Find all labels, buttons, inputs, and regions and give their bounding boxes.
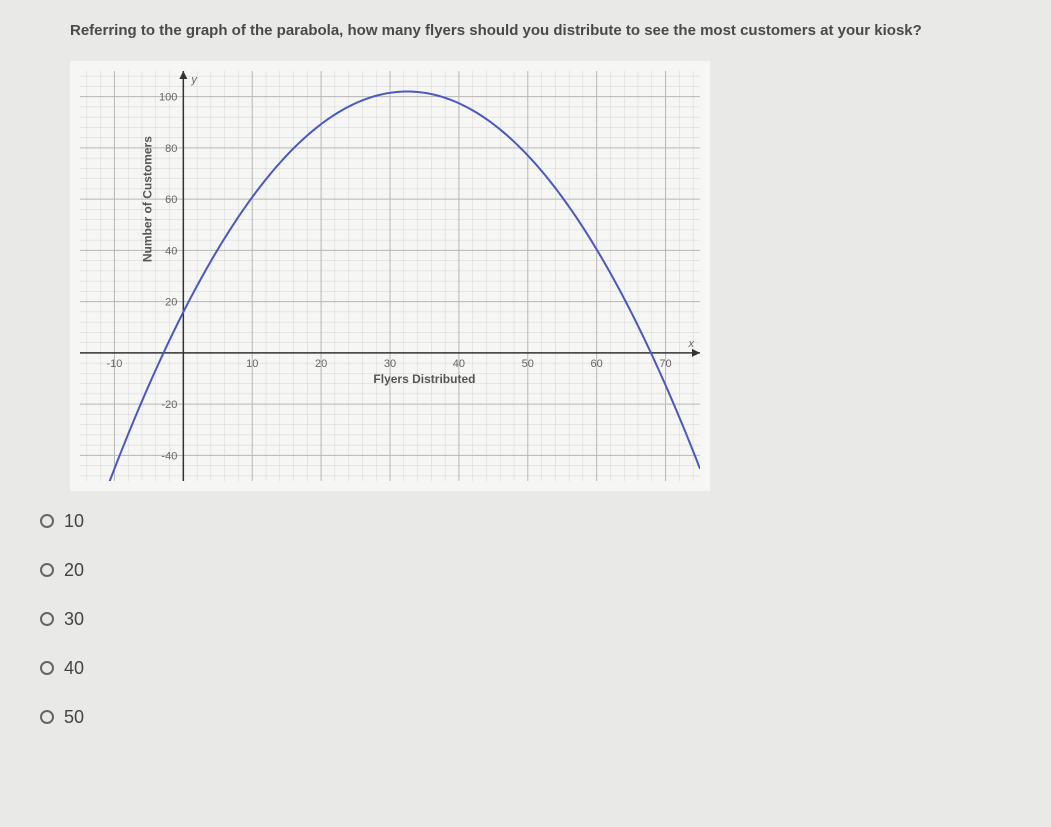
- option-label: 30: [64, 609, 84, 630]
- svg-text:50: 50: [522, 357, 534, 369]
- radio-icon[interactable]: [40, 710, 54, 724]
- radio-icon[interactable]: [40, 514, 54, 528]
- svg-text:40: 40: [165, 245, 177, 257]
- svg-text:x: x: [688, 337, 695, 349]
- parabola-chart: yx-1010203040506070-40-2020406080100Flye…: [70, 61, 710, 491]
- answer-option-20[interactable]: 20: [40, 560, 1021, 581]
- option-label: 10: [64, 511, 84, 532]
- svg-text:-20: -20: [161, 399, 177, 411]
- svg-text:Number of Customers: Number of Customers: [140, 135, 154, 261]
- svg-text:-40: -40: [161, 450, 177, 462]
- svg-text:40: 40: [453, 357, 465, 369]
- answer-option-40[interactable]: 40: [40, 658, 1021, 679]
- option-label: 20: [64, 560, 84, 581]
- answer-options: 10 20 30 40 50: [40, 511, 1021, 728]
- answer-option-30[interactable]: 30: [40, 609, 1021, 630]
- svg-text:20: 20: [315, 357, 327, 369]
- option-label: 50: [64, 707, 84, 728]
- svg-text:-10: -10: [106, 357, 122, 369]
- option-label: 40: [64, 658, 84, 679]
- radio-icon[interactable]: [40, 661, 54, 675]
- question-text: Referring to the graph of the parabola, …: [70, 20, 1021, 43]
- svg-text:30: 30: [384, 357, 396, 369]
- svg-text:60: 60: [165, 194, 177, 206]
- svg-text:Flyers Distributed: Flyers Distributed: [373, 371, 475, 385]
- answer-option-10[interactable]: 10: [40, 511, 1021, 532]
- radio-icon[interactable]: [40, 612, 54, 626]
- svg-text:10: 10: [246, 357, 258, 369]
- svg-text:20: 20: [165, 296, 177, 308]
- radio-icon[interactable]: [40, 563, 54, 577]
- svg-text:60: 60: [591, 357, 603, 369]
- svg-text:80: 80: [165, 142, 177, 154]
- answer-option-50[interactable]: 50: [40, 707, 1021, 728]
- svg-text:70: 70: [659, 357, 671, 369]
- svg-text:100: 100: [159, 91, 177, 103]
